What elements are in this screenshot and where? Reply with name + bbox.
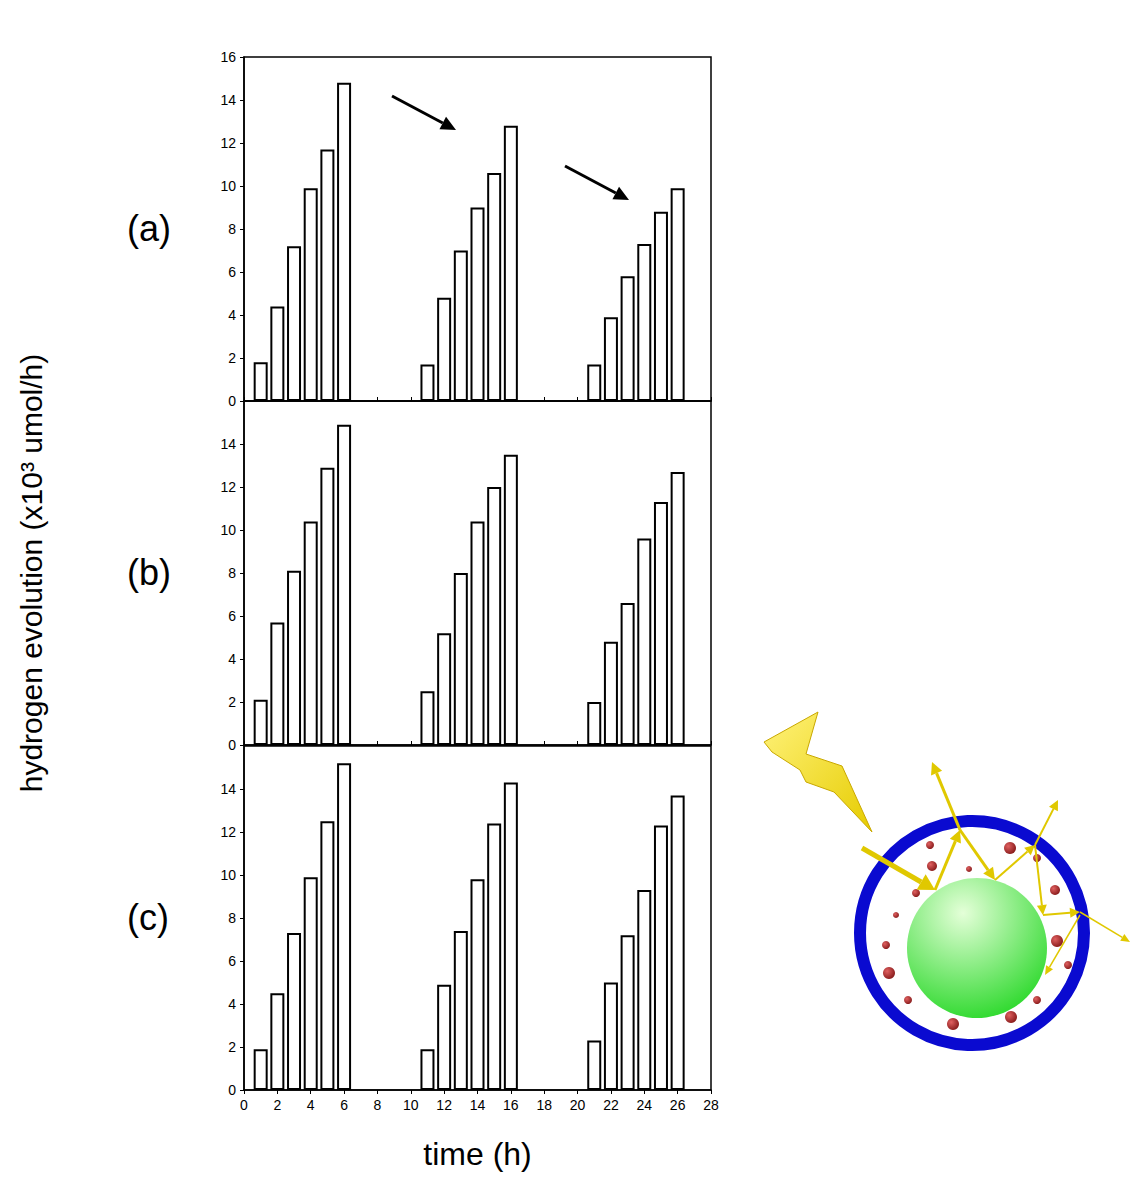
svg-text:0: 0: [228, 737, 236, 753]
svg-text:18: 18: [536, 1097, 552, 1113]
svg-text:4: 4: [228, 996, 236, 1012]
svg-text:4: 4: [228, 307, 236, 323]
svg-text:28: 28: [703, 1097, 719, 1113]
svg-text:22: 22: [603, 1097, 619, 1113]
svg-text:24: 24: [636, 1097, 652, 1113]
svg-text:16: 16: [503, 1097, 519, 1113]
svg-text:10: 10: [220, 178, 236, 194]
svg-text:0: 0: [228, 393, 236, 409]
svg-text:20: 20: [570, 1097, 586, 1113]
svg-text:0: 0: [228, 1082, 236, 1098]
svg-text:(c): (c): [127, 897, 169, 938]
svg-text:12: 12: [220, 479, 236, 495]
svg-text:6: 6: [228, 608, 236, 624]
svg-text:(b): (b): [127, 552, 171, 593]
svg-text:14: 14: [220, 92, 236, 108]
svg-text:4: 4: [307, 1097, 315, 1113]
svg-text:time (h): time (h): [423, 1136, 531, 1172]
svg-text:2: 2: [228, 350, 236, 366]
svg-text:2: 2: [273, 1097, 281, 1113]
svg-text:8: 8: [228, 565, 236, 581]
svg-text:8: 8: [374, 1097, 382, 1113]
svg-text:10: 10: [220, 867, 236, 883]
svg-text:2: 2: [228, 1039, 236, 1055]
svg-text:12: 12: [220, 135, 236, 151]
svg-text:4: 4: [228, 651, 236, 667]
svg-text:(a): (a): [127, 208, 171, 249]
svg-text:10: 10: [403, 1097, 419, 1113]
svg-text:6: 6: [228, 264, 236, 280]
svg-text:14: 14: [220, 781, 236, 797]
svg-text:12: 12: [436, 1097, 452, 1113]
svg-text:14: 14: [220, 436, 236, 452]
svg-text:0: 0: [240, 1097, 248, 1113]
svg-text:6: 6: [340, 1097, 348, 1113]
svg-text:6: 6: [228, 953, 236, 969]
svg-text:14: 14: [470, 1097, 486, 1113]
svg-text:hydrogen evolution (x10³ umol/: hydrogen evolution (x10³ umol/h): [15, 354, 48, 793]
svg-text:26: 26: [670, 1097, 686, 1113]
svg-text:8: 8: [228, 221, 236, 237]
svg-text:16: 16: [220, 49, 236, 65]
svg-text:10: 10: [220, 522, 236, 538]
svg-text:2: 2: [228, 694, 236, 710]
svg-text:12: 12: [220, 824, 236, 840]
svg-text:8: 8: [228, 910, 236, 926]
